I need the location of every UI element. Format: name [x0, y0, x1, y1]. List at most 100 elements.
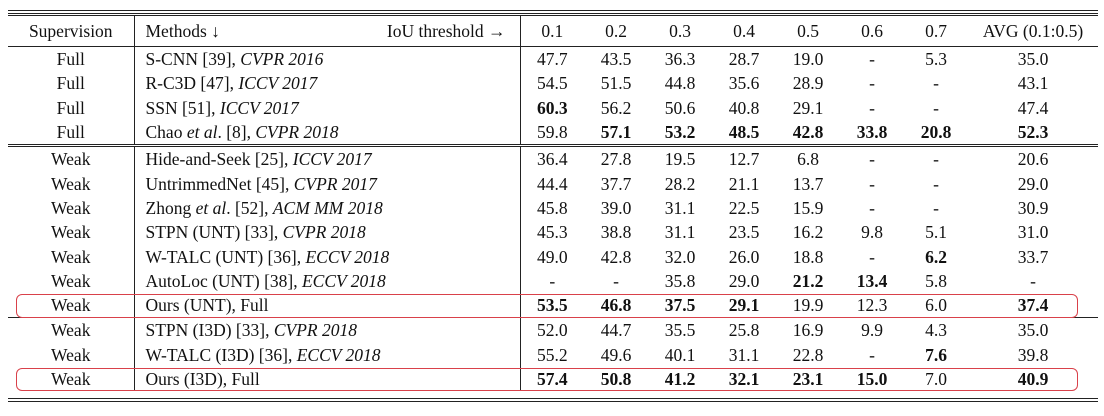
value-cell: 27.8	[584, 144, 648, 172]
header-threshold: 0.4	[712, 14, 776, 47]
method-text: AutoLoc (UNT) [38],	[145, 270, 302, 291]
value-cell: 56.2	[600, 97, 632, 118]
value-cell: 7.6	[925, 344, 947, 365]
value-cell: 42.8	[792, 122, 824, 143]
value-cell: 53.2	[664, 122, 696, 143]
table-row: Weak STPN (I3D) [33], CVPR 2018 52.0 44.7 35…	[8, 317, 1098, 343]
value-cell: 54.5	[536, 73, 568, 94]
method-text: W-TALC (UNT) [36],	[145, 246, 306, 267]
value-cell: 49.0	[536, 246, 568, 267]
header-threshold: 0.1	[520, 14, 584, 47]
value-cell: -	[869, 97, 875, 118]
header-threshold: 0.5	[776, 14, 840, 47]
value-cell: 41.2	[664, 369, 696, 389]
method-text: Zhong	[145, 197, 196, 218]
table-row: Weak STPN (UNT) [33], CVPR 2018 45.3 38.8 31…	[8, 220, 1098, 245]
supervision-cell: Weak	[8, 366, 135, 392]
method-text: STPN (UNT) [33],	[145, 222, 283, 243]
header-methods: Methods ↓	[145, 21, 220, 41]
value-cell: -	[933, 73, 939, 94]
value-cell: 35.6	[728, 73, 760, 94]
value-cell: 19.5	[648, 144, 712, 172]
table-row: Full R-C3D [47], ICCV 2017 54.5 51.5 44.8 35.…	[8, 71, 1098, 96]
method-text: . [52],	[226, 197, 273, 218]
supervision-cell: Weak	[8, 268, 135, 293]
supervision-cell: Weak	[8, 244, 135, 269]
method-text: . [8],	[217, 122, 256, 143]
method-text: ICCV 2017	[238, 73, 318, 94]
value-cell: 28.2	[664, 173, 696, 194]
method-text: ICCV 2017	[292, 149, 372, 170]
value-cell: 6.2	[925, 246, 947, 267]
value-cell: 19.0	[792, 49, 824, 70]
supervision-cell: Full	[8, 95, 135, 120]
header-row: Supervision Methods ↓ IoU threshold → 0.…	[8, 14, 1098, 47]
value-cell: 21.1	[728, 173, 760, 194]
results-table-container: Supervision Methods ↓ IoU threshold → 0.…	[8, 13, 1098, 392]
value-cell: 7.0	[925, 369, 947, 389]
value-cell: 57.4	[536, 369, 568, 389]
value-cell: -	[869, 197, 875, 218]
supervision-cell: Weak	[8, 292, 135, 318]
method-cell: UntrimmedNet [45], CVPR 2017	[134, 171, 521, 196]
table-row: Weak Zhong et al. [52], ACM MM 2018 45.8 39…	[8, 195, 1098, 221]
header-threshold: 0.2	[584, 14, 648, 47]
value-cell: 43.5	[600, 49, 632, 70]
method-cell: AutoLoc (UNT) [38], ECCV 2018	[134, 268, 521, 293]
value-cell: 48.5	[728, 122, 760, 143]
value-cell: -	[613, 270, 619, 291]
value-cell: 21.2	[792, 270, 824, 291]
value-cell: -	[933, 97, 939, 118]
method-text: CVPR 2018	[282, 222, 366, 243]
method-text: ECCV 2018	[301, 270, 386, 291]
header-threshold: 0.6	[840, 14, 904, 47]
value-cell: 6.8	[776, 144, 840, 172]
avg-cell: -	[1030, 270, 1036, 291]
value-cell: 36.3	[664, 49, 696, 70]
value-cell: 36.4	[520, 144, 584, 172]
value-cell: -	[549, 270, 556, 291]
method-text: S-CNN [39],	[145, 49, 241, 70]
method-text: STPN (I3D) [33],	[145, 320, 274, 341]
method-cell: Ours (I3D), Full	[134, 366, 521, 392]
table-row: Full SSN [51], ICCV 2017 60.3 56.2 50.6 40.8 2…	[8, 95, 1098, 120]
value-cell: 49.6	[600, 344, 632, 365]
table-top-rule	[8, 10, 1098, 11]
avg-cell: 43.1	[1017, 73, 1049, 94]
value-cell: -	[904, 144, 968, 172]
value-cell: 5.3	[925, 49, 947, 70]
method-cell: Zhong et al. [52], ACM MM 2018	[134, 195, 521, 221]
method-text: R-C3D [47],	[145, 73, 239, 94]
avg-cell: 30.9	[1017, 197, 1049, 218]
method-text: W-TALC (I3D) [36],	[145, 344, 297, 365]
value-cell: 31.1	[728, 344, 760, 365]
method-text: UntrimmedNet [45],	[145, 173, 294, 194]
value-cell: 18.8	[792, 246, 824, 267]
table-row: Full S-CNN [39], CVPR 2016 47.7 43.5 36.3 28.…	[8, 46, 1098, 72]
value-cell: 32.0	[664, 246, 696, 267]
method-cell: STPN (UNT) [33], CVPR 2018	[134, 220, 521, 245]
table-row: Weak UntrimmedNet [45], CVPR 2017 44.4 37.7…	[8, 171, 1098, 196]
value-cell: -	[869, 73, 875, 94]
value-cell: 29.0	[728, 270, 760, 291]
method-text: ACM MM 2018	[272, 197, 383, 218]
method-text: et al	[195, 197, 227, 218]
value-cell: 31.1	[664, 197, 696, 218]
value-cell: 47.7	[536, 49, 568, 70]
value-cell: 33.8	[856, 122, 888, 143]
value-cell: 16.9	[776, 317, 840, 343]
value-cell: -	[869, 49, 875, 70]
value-cell: 4.3	[904, 317, 968, 343]
method-text: et al	[186, 122, 218, 143]
header-threshold: 0.3	[648, 14, 712, 47]
header-methods-cell: Methods ↓ IoU threshold →	[134, 14, 521, 47]
value-cell: 23.1	[792, 369, 824, 389]
value-cell: 55.2	[536, 344, 568, 365]
value-cell: 60.3	[536, 97, 568, 118]
table-row: Weak AutoLoc (UNT) [38], ECCV 2018- -35.8 2…	[8, 268, 1098, 293]
value-cell: 22.5	[728, 197, 760, 218]
value-cell: 57.1	[600, 122, 632, 143]
value-cell: 39.0	[600, 197, 632, 218]
avg-cell: 37.4	[1017, 295, 1049, 316]
supervision-cell: Weak	[8, 317, 135, 343]
